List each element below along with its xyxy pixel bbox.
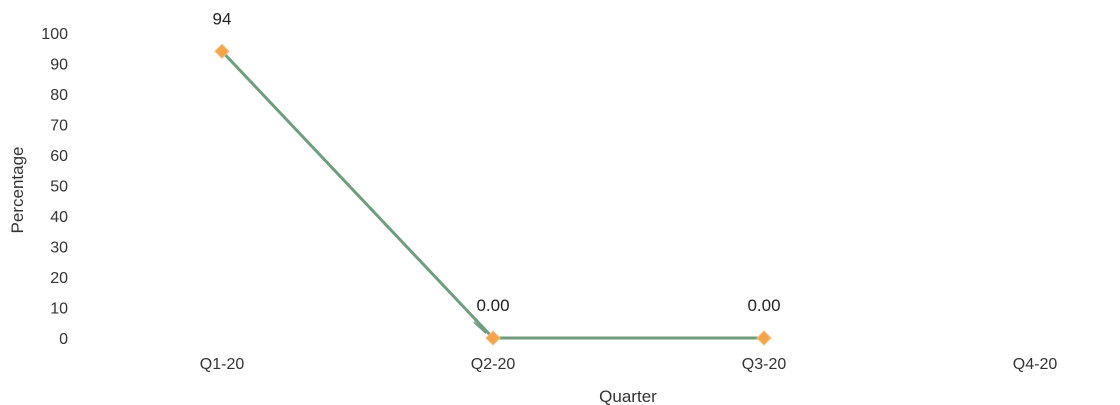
- y-tick-label: 60: [50, 148, 68, 165]
- data-point-marker: [485, 330, 501, 346]
- label-leader-line: [473, 321, 487, 334]
- series-line-segment: [220, 49, 495, 340]
- x-axis-title: Quarter: [599, 387, 657, 405]
- data-label: 0.00: [747, 296, 780, 315]
- series-layer: [214, 43, 772, 346]
- y-tick-label: 90: [50, 57, 68, 74]
- data-point-marker: [756, 330, 772, 346]
- y-axis-title: Percentage: [8, 147, 27, 234]
- y-axis-ticks: 0 10 20 30 40 50 60 70 80 90 100: [41, 26, 68, 348]
- x-axis-ticks: Q1-20 Q2-20 Q3-20 Q4-20: [200, 356, 1058, 373]
- data-label: 94: [213, 9, 232, 28]
- y-tick-label: 50: [50, 179, 68, 196]
- data-point-marker: [214, 43, 230, 60]
- x-tick-label: Q4-20: [1013, 356, 1058, 373]
- x-tick-label: Q1-20: [200, 356, 245, 373]
- y-tick-label: 10: [50, 301, 68, 318]
- y-tick-label: 0: [59, 331, 68, 348]
- y-tick-label: 70: [50, 118, 68, 135]
- y-tick-label: 100: [41, 26, 68, 43]
- y-tick-label: 30: [50, 240, 68, 257]
- y-tick-label: 80: [50, 87, 68, 104]
- y-tick-label: 20: [50, 270, 68, 287]
- data-label: 0.00: [476, 296, 509, 315]
- x-tick-label: Q2-20: [471, 356, 516, 373]
- x-tick-label: Q3-20: [742, 356, 787, 373]
- y-tick-label: 40: [50, 209, 68, 226]
- data-labels: 94 0.00 0.00: [213, 9, 781, 334]
